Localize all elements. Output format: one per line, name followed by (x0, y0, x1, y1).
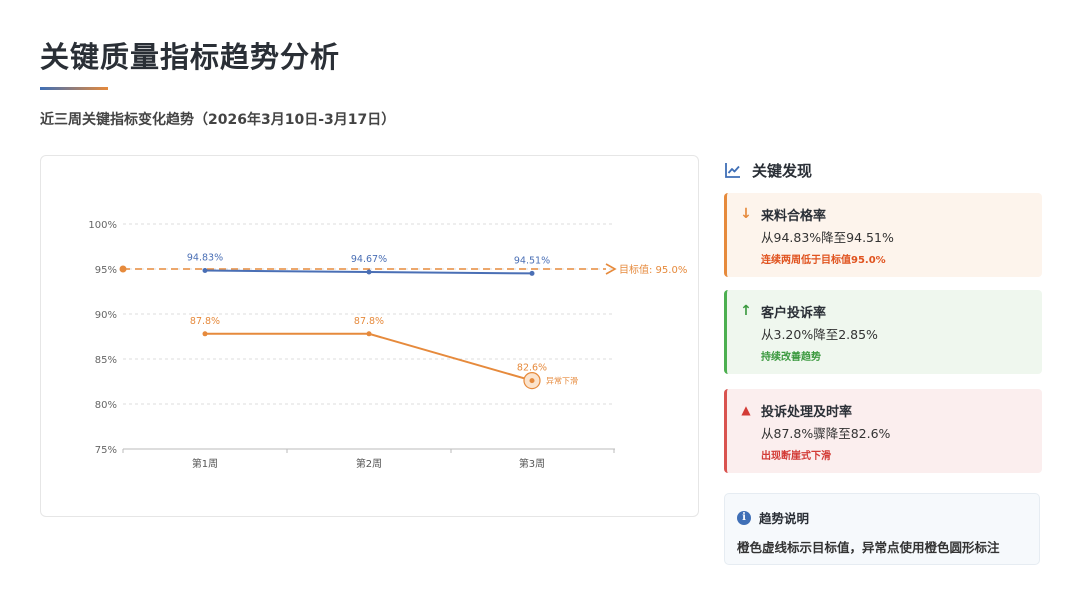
data-label: 87.8% (190, 316, 220, 327)
anomaly-label: 异常下滑 (546, 376, 578, 386)
findings-header: 关键发现 (724, 158, 812, 182)
finding-title: 投诉处理及时率 (761, 404, 853, 420)
findings-heading: 关键发现 (752, 161, 813, 180)
data-point (202, 268, 208, 274)
trend-note-card: i 趋势说明 橙色虚线标示目标值，异常点使用橙色圆形标注 (724, 493, 1040, 565)
series-line-orange (205, 332, 533, 382)
data-label: 94.83% (187, 253, 223, 264)
data-label: 94.67% (351, 254, 387, 265)
data-label: 87.8% (354, 316, 384, 327)
target-arrow (605, 263, 617, 275)
data-point (366, 269, 372, 275)
warning-icon: ▲ (741, 403, 751, 417)
target-label: 目标值: 95.0% (619, 263, 687, 276)
arrow-down-icon: ↓ (740, 206, 752, 222)
finding-card-incoming-pass-rate: ↓ 来料合格率 从94.83%降至94.51% 连续两周低于目标值95.0% (724, 193, 1042, 277)
data-point (366, 331, 372, 337)
finding-desc: 从94.83%降至94.51% (761, 230, 894, 245)
finding-note: 持续改善趋势 (761, 352, 821, 363)
info-icon: i (737, 510, 751, 525)
finding-card-complaint-rate: ↑ 客户投诉率 从3.20%降至2.85% 持续改善趋势 (724, 290, 1042, 374)
y-tick-label: 80% (95, 400, 117, 411)
trend-chart-icon (725, 163, 740, 178)
y-tick-label: 95% (95, 265, 117, 276)
y-tick-label: 90% (95, 310, 117, 321)
page-subtitle: 近三周关键指标变化趋势（2026年3月10日-3月17日） (40, 112, 396, 128)
data-point (202, 331, 208, 337)
x-tick-label: 第2周 (356, 457, 382, 470)
info-desc: 橙色虚线标示目标值，异常点使用橙色圆形标注 (737, 540, 1000, 555)
data-point (529, 270, 535, 276)
arrow-up-icon: ↑ (740, 303, 752, 319)
finding-desc: 从3.20%降至2.85% (761, 327, 878, 342)
data-label: 94.51% (514, 255, 550, 266)
finding-desc: 从87.8%骤降至82.6% (761, 426, 891, 441)
x-tick-label: 第3周 (519, 457, 545, 470)
data-label: 82.6% (517, 363, 547, 374)
y-tick-label: 100% (88, 220, 117, 231)
chart-card: 75% 80% 85% 90% 95% 100% 第1周 第2周 第3周 目标值: 95.0% 94… (40, 155, 699, 517)
y-tick-label: 75% (95, 445, 117, 456)
x-tick-label: 第1周 (192, 457, 218, 470)
page-title: 关键质量指标趋势分析 (40, 40, 341, 74)
info-title: 趋势说明 (759, 511, 810, 526)
y-tick-label: 85% (95, 355, 117, 366)
finding-note: 连续两周低于目标值95.0% (761, 255, 886, 266)
finding-title: 来料合格率 (761, 208, 827, 224)
target-start-marker (119, 265, 127, 273)
finding-card-complaint-handling: ▲ 投诉处理及时率 从87.8%骤降至82.6% 出现断崖式下滑 (724, 389, 1042, 473)
data-point (529, 378, 535, 384)
trend-line-chart: 75% 80% 85% 90% 95% 100% 第1周 第2周 第3周 目标值: 95.0% 94… (88, 220, 687, 470)
finding-title: 客户投诉率 (761, 305, 827, 321)
finding-note: 出现断崖式下滑 (761, 451, 831, 462)
title-underline (40, 87, 108, 90)
